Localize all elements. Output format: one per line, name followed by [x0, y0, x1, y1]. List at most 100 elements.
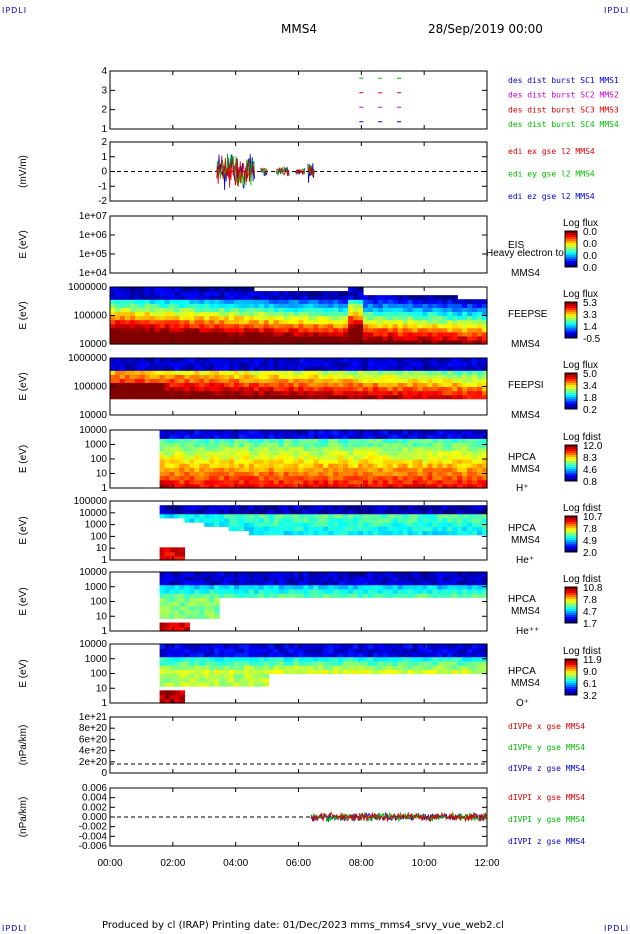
- spectrogram-cell: [134, 299, 141, 304]
- spectrogram-cell: [323, 669, 329, 675]
- spectrogram-cell: [343, 475, 349, 481]
- spectrogram-cell: [313, 327, 319, 333]
- spectrogram-cell: [169, 311, 176, 317]
- spectrogram-cell: [422, 463, 429, 468]
- spectrogram-cell: [258, 522, 265, 527]
- spectrogram-cell: [263, 434, 270, 439]
- spectrogram-cell: [303, 526, 310, 532]
- spectrogram-cell: [377, 669, 384, 675]
- colorbar-tick-label: 7.8: [583, 595, 597, 606]
- y-tick-label: -0.006: [79, 841, 108, 852]
- spectrogram-cell: [457, 430, 463, 435]
- spectrogram-cell: [303, 572, 310, 577]
- spectrogram-cell: [447, 584, 453, 590]
- spectrogram-cell: [179, 669, 186, 675]
- spectrogram-cell: [348, 291, 354, 296]
- spectrogram-cell: [372, 459, 379, 464]
- spectrogram-cell: [199, 681, 205, 687]
- spectrogram-cell: [174, 311, 181, 317]
- spectrogram-cell: [437, 522, 443, 527]
- spectrogram-cell: [273, 576, 280, 582]
- spectrogram-cell: [159, 580, 166, 586]
- spectrogram-cell: [248, 378, 255, 384]
- spectrogram-cell: [179, 576, 186, 582]
- spectrogram-cell: [204, 597, 210, 603]
- spectrogram-cell: [417, 394, 424, 400]
- spectrogram-cell: [407, 517, 414, 523]
- spectrogram-cell: [353, 327, 359, 333]
- spectrogram-cell: [204, 605, 210, 611]
- spectrogram-cell: [164, 319, 171, 325]
- spectrogram-cell: [204, 370, 210, 375]
- spectrogram-cell: [323, 339, 329, 345]
- spectrogram-cell: [417, 459, 424, 464]
- spectrogram-cell: [442, 471, 448, 477]
- spectrogram-cell: [427, 644, 434, 649]
- spectrogram-cell: [248, 644, 255, 649]
- spectrogram-cell: [348, 450, 354, 456]
- spectrogram-cell: [204, 378, 210, 384]
- spectrogram-cell: [229, 665, 235, 670]
- spectrogram-cell: [278, 576, 285, 582]
- spectrogram-cell: [288, 450, 295, 456]
- spectrogram-cell: [358, 370, 364, 375]
- spectrogram-cell: [422, 315, 429, 321]
- spectrogram-cell: [149, 307, 156, 313]
- colorbar-swatch: [565, 677, 577, 680]
- spectrogram-cell: [333, 434, 339, 439]
- spectrogram-cell: [382, 370, 389, 375]
- spectrogram-cell: [293, 656, 300, 662]
- spectrogram-cell: [169, 362, 176, 367]
- legend-entry: des dist burst SC2 MMS2: [508, 91, 619, 100]
- spectrogram-cell: [432, 386, 438, 392]
- spectrogram-cell: [199, 291, 205, 296]
- spectrogram-cell: [298, 656, 305, 662]
- spectrogram-cell: [382, 438, 389, 444]
- spectrogram-cell: [437, 580, 443, 586]
- spectrogram-cell: [229, 509, 235, 515]
- spectrogram-cell: [214, 584, 220, 590]
- spectrogram-cell: [174, 374, 181, 379]
- spectrogram-cell: [303, 438, 310, 444]
- spectrogram-cell: [457, 660, 463, 666]
- spectrogram-cell: [412, 475, 419, 481]
- spectrogram-cell: [224, 580, 230, 586]
- spectrogram-cell: [462, 358, 468, 363]
- spectrogram-cell: [308, 648, 314, 654]
- spectrogram-cell: [189, 669, 195, 675]
- spectrogram-cell: [174, 593, 181, 598]
- spectrogram-cell: [288, 576, 295, 582]
- spectrogram-cell: [402, 459, 409, 464]
- spectrogram-cell: [159, 597, 166, 603]
- spectrogram-cell: [293, 370, 300, 375]
- spectrogram-cell: [362, 311, 369, 317]
- spectrogram-cell: [263, 513, 270, 519]
- spectrogram-cell: [159, 614, 166, 619]
- spectrogram-cell: [219, 311, 225, 317]
- spectrogram-cell: [298, 660, 305, 666]
- spectrogram-cell: [427, 509, 434, 515]
- spectrogram-cell: [323, 580, 329, 586]
- spectrogram-cell: [333, 572, 339, 577]
- spectrogram-cell: [358, 307, 364, 313]
- spectrogram-cell: [482, 390, 488, 396]
- spectrogram-cell: [199, 467, 205, 473]
- spectrogram-cell: [199, 442, 205, 448]
- spectrogram-cell: [482, 660, 488, 666]
- spectrogram-cell: [323, 513, 329, 519]
- spectrogram-cell: [462, 530, 468, 536]
- spectrogram-cell: [194, 479, 200, 485]
- spectrogram-cell: [238, 358, 245, 363]
- spectrogram-cell: [298, 442, 305, 448]
- spectrogram-cell: [174, 299, 181, 304]
- spectrogram-cell: [154, 366, 161, 371]
- spectrogram-cell: [437, 299, 443, 304]
- spectrogram-cell: [243, 319, 250, 325]
- spectrogram-cell: [288, 505, 295, 511]
- spectrogram-cell: [184, 505, 190, 511]
- spectrogram-cell: [149, 295, 156, 300]
- spectrogram-cell: [372, 522, 379, 527]
- colorbar-swatch: [565, 407, 577, 410]
- spectrogram-cell: [273, 434, 280, 439]
- spectrogram-cell: [338, 291, 344, 296]
